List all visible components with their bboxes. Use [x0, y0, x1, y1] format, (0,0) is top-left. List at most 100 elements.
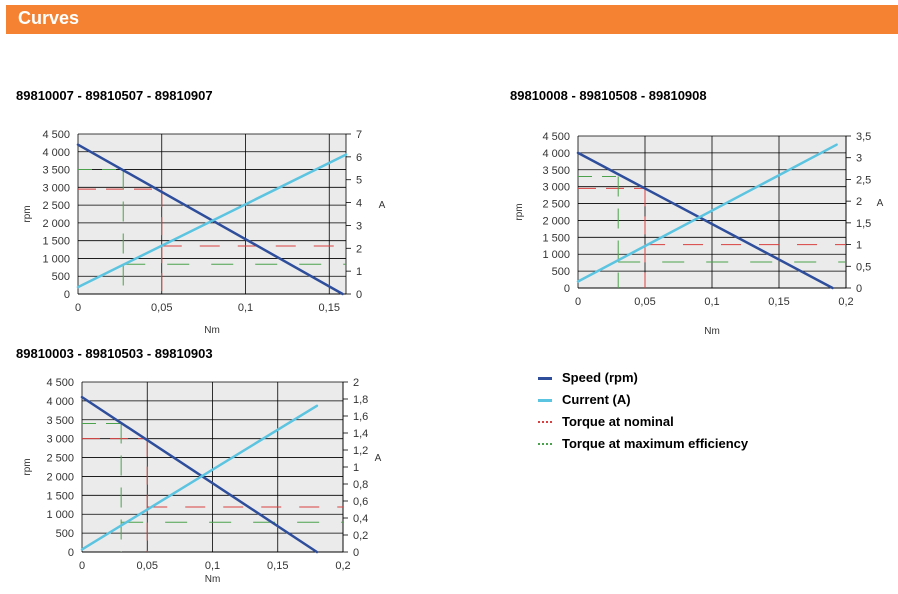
y-tick-label: 2 500	[42, 200, 70, 212]
y2-tick-label: 2	[856, 196, 862, 208]
y2-tick-label: 3	[356, 220, 362, 232]
current-series-line	[80, 404, 319, 551]
y2-tick-label: 1,2	[353, 445, 368, 457]
x-tick-label: 0	[575, 296, 581, 308]
x-tick-label: 0,05	[151, 302, 172, 314]
x-tick-label: 0,1	[205, 560, 220, 572]
y2-tick-label: 0,8	[353, 479, 368, 491]
y2-tick-label: 0	[356, 289, 362, 301]
speed-series-line	[576, 151, 834, 290]
y2-axis-title: A	[375, 453, 382, 464]
x-tick-label: 0,2	[838, 296, 853, 308]
y2-tick-label: 1	[353, 462, 359, 474]
y2-tick-label: 2,5	[856, 174, 871, 186]
y2-tick-label: 3,5	[856, 131, 871, 143]
y2-tick-label: 7	[356, 129, 362, 141]
y-tick-label: 2 500	[46, 453, 74, 465]
y-tick-label: 1 000	[42, 253, 70, 265]
chart-2-title: 89810008 - 89810508 - 89810908	[510, 88, 707, 103]
legend-label-efficiency: Torque at maximum efficiency	[562, 436, 749, 451]
x-axis-title: Nm	[204, 325, 220, 336]
y-tick-label: 500	[552, 266, 570, 278]
y-tick-label: 2 000	[542, 215, 570, 227]
x-tick-label: 0	[75, 302, 81, 314]
y-tick-label: 1 500	[42, 236, 70, 248]
y2-tick-label: 0,2	[353, 530, 368, 542]
y-tick-label: 500	[52, 271, 70, 283]
x-tick-label: 0,05	[137, 560, 158, 572]
y2-tick-label: 5	[356, 175, 362, 187]
y-tick-label: 4 500	[46, 377, 74, 389]
y-tick-label: 3 500	[46, 415, 74, 427]
y-tick-label: 3 500	[542, 165, 570, 177]
y2-tick-label: 3	[856, 153, 862, 165]
y-tick-label: 2 000	[42, 218, 70, 230]
y-tick-label: 500	[56, 528, 74, 540]
y2-tick-label: 4	[356, 198, 362, 210]
y2-tick-label: 2	[356, 243, 362, 255]
x-axis-title: Nm	[704, 326, 720, 337]
page-title: Curves	[18, 8, 80, 28]
legend-swatch-nominal	[538, 421, 552, 423]
y-tick-label: 4 000	[542, 148, 570, 160]
x-tick-label: 0,1	[704, 296, 719, 308]
y2-tick-label: 1,8	[353, 394, 368, 406]
y2-tick-label: 1	[856, 240, 862, 252]
y2-tick-label: 0	[353, 547, 359, 559]
legend-label-speed: Speed (rpm)	[562, 370, 638, 385]
y2-tick-label: 2	[353, 377, 359, 389]
y-tick-label: 3 000	[42, 182, 70, 194]
y-tick-label: 4 000	[42, 147, 70, 159]
y-tick-label: 1 500	[46, 490, 74, 502]
y-tick-label: 4 500	[42, 129, 70, 141]
y2-axis-title: A	[379, 200, 386, 211]
y-tick-label: 1 500	[542, 232, 570, 244]
y-tick-label: 3 000	[46, 434, 74, 446]
x-tick-label: 0	[79, 560, 85, 572]
speed-series-line	[80, 395, 319, 554]
y2-tick-label: 1,6	[353, 411, 368, 423]
legend-swatch-speed	[538, 377, 552, 380]
legend-swatch-current	[538, 399, 552, 402]
x-tick-label: 0,05	[634, 296, 655, 308]
y-tick-label: 0	[68, 547, 74, 559]
plot-area	[78, 134, 346, 294]
y-axis-title: rpm	[514, 203, 525, 220]
y-tick-label: 3 000	[542, 182, 570, 194]
y-tick-label: 2 000	[46, 471, 74, 483]
x-axis-title: Nm	[205, 574, 221, 585]
y2-tick-label: 6	[356, 152, 362, 164]
y-axis-title: rpm	[22, 458, 33, 475]
x-tick-label: 0,15	[267, 560, 288, 572]
y-tick-label: 1 000	[46, 509, 74, 521]
chart-1-title: 89810007 - 89810507 - 89810907	[16, 88, 213, 103]
speed-series-line	[76, 143, 344, 296]
y2-tick-label: 0	[856, 283, 862, 295]
x-tick-label: 0,15	[768, 296, 789, 308]
current-series-line	[576, 143, 838, 283]
y2-tick-label: 1	[356, 266, 362, 278]
y2-axis-title: A	[877, 198, 884, 209]
x-tick-label: 0,2	[335, 560, 350, 572]
y-axis-title: rpm	[22, 205, 33, 222]
header-banner: Curves	[6, 5, 898, 34]
y2-tick-label: 1,5	[856, 218, 871, 230]
x-tick-label: 0,1	[238, 302, 253, 314]
y2-tick-label: 1,4	[353, 428, 368, 440]
legend-label-current: Current (A)	[562, 392, 631, 407]
y2-tick-label: 0,5	[856, 261, 871, 273]
legend-label-nominal: Torque at nominal	[562, 414, 674, 429]
legend-swatch-efficiency	[538, 443, 552, 445]
current-series-line	[76, 153, 348, 289]
y-tick-label: 4 500	[542, 131, 570, 143]
y2-tick-label: 0,6	[353, 496, 368, 508]
x-tick-label: 0,15	[319, 302, 340, 314]
chart-3-title: 89810003 - 89810503 - 89810903	[16, 346, 213, 361]
y-tick-label: 2 500	[542, 199, 570, 211]
y-tick-label: 3 500	[42, 165, 70, 177]
y-tick-label: 1 000	[542, 249, 570, 261]
y-tick-label: 4 000	[46, 396, 74, 408]
